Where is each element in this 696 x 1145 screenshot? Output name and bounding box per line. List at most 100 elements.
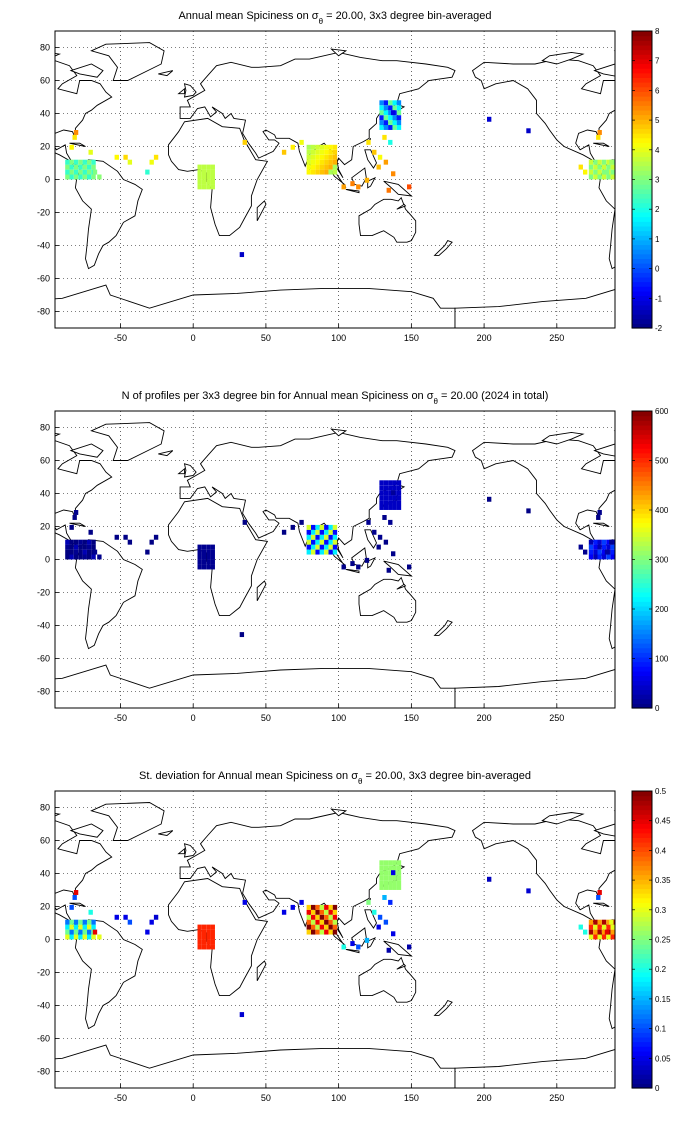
data-bin (593, 544, 598, 550)
data-bin (383, 115, 389, 121)
data-bin (82, 929, 87, 935)
coastline (90, 42, 165, 81)
data-bin (324, 909, 329, 915)
y-tick-label: -40 (37, 241, 50, 251)
data-bin (526, 128, 531, 134)
data-bin (386, 567, 391, 573)
data-bin (82, 554, 87, 560)
data-bin (91, 924, 96, 930)
data-bin (526, 508, 531, 514)
data-bin (210, 559, 215, 565)
coastline (692, 498, 696, 615)
data-bin (197, 554, 202, 560)
data-bin (206, 554, 211, 560)
y-tick-label: 80 (40, 803, 50, 813)
data-bin (383, 505, 389, 510)
data-bin (328, 909, 333, 915)
data-bin (379, 860, 384, 866)
data-bin (324, 924, 329, 930)
coastline (256, 200, 267, 222)
data-bin (615, 550, 619, 555)
data-bin (396, 490, 402, 496)
colorbar-tick-label: 6 (655, 86, 660, 95)
data-bin (328, 904, 333, 910)
data-bin (306, 534, 311, 540)
colorbar-tick-label: 1 (655, 235, 660, 244)
colorbar-tick-label: 600 (655, 407, 669, 416)
data-bin (92, 549, 98, 555)
data-bin (88, 909, 93, 915)
data-bin (364, 557, 370, 563)
data-bin (383, 120, 389, 126)
map-panel-2: N of profiles per 3x3 degree bin for Ann… (37, 390, 696, 723)
data-bin (201, 179, 207, 185)
data-bin (388, 120, 393, 126)
coastline (396, 583, 407, 590)
data-bin (328, 169, 333, 175)
data-bin (97, 934, 102, 940)
data-bin (315, 529, 320, 535)
data-bin (69, 174, 74, 180)
data-bin (201, 169, 207, 175)
data-bin (197, 564, 202, 570)
data-bin (606, 159, 611, 165)
data-bin (306, 914, 311, 920)
data-bin (383, 105, 389, 111)
data-bin (201, 559, 207, 565)
data-bin (319, 169, 325, 175)
coastline (55, 53, 62, 57)
data-bin (526, 888, 531, 894)
data-bin (69, 164, 74, 170)
data-bin (127, 539, 133, 545)
data-bin (319, 544, 325, 550)
data-bin (78, 539, 83, 545)
data-bin (350, 181, 355, 187)
coastline (74, 539, 143, 650)
y-tick-label: -40 (37, 621, 50, 631)
x-tick-label: 50 (261, 333, 271, 343)
data-bin (606, 919, 611, 925)
data-bin (69, 539, 74, 545)
data-bin (391, 931, 396, 937)
data-bin (311, 904, 316, 910)
data-bin (383, 865, 389, 871)
data-bin (149, 159, 154, 165)
coastline (158, 70, 174, 77)
data-bin (201, 944, 207, 950)
data-bin (383, 875, 389, 881)
data-bin (315, 534, 320, 540)
data-bin (383, 495, 389, 501)
data-bin (69, 924, 74, 930)
data-bin (82, 919, 87, 925)
coastline (330, 808, 348, 817)
data-bin (87, 159, 92, 165)
data-bin (396, 105, 402, 111)
data-bin (306, 544, 311, 550)
data-bin (69, 554, 74, 560)
y-tick-label: -80 (37, 1067, 50, 1077)
data-bin (311, 149, 316, 155)
data-bin (324, 549, 329, 555)
data-bin (392, 495, 397, 501)
data-bin (315, 159, 320, 165)
data-bin (69, 549, 74, 555)
data-bin (596, 515, 601, 520)
data-bin (315, 164, 320, 170)
data-bin (391, 171, 396, 177)
data-bin (197, 184, 202, 190)
data-bin (78, 169, 83, 175)
data-bin (82, 159, 87, 165)
data-bin (388, 115, 393, 121)
data-bin (383, 485, 389, 491)
data-bin (364, 177, 370, 183)
data-bin (201, 929, 207, 935)
colorbar-tick-label: 0.05 (655, 1054, 671, 1063)
data-bin (593, 164, 598, 170)
data-bin (396, 885, 402, 890)
colorbar-tick-label: 0 (655, 1084, 660, 1093)
data-bin (377, 534, 383, 540)
data-bin (392, 105, 397, 111)
data-bin (281, 909, 287, 915)
data-bin (78, 934, 83, 940)
data-bin (197, 544, 202, 550)
